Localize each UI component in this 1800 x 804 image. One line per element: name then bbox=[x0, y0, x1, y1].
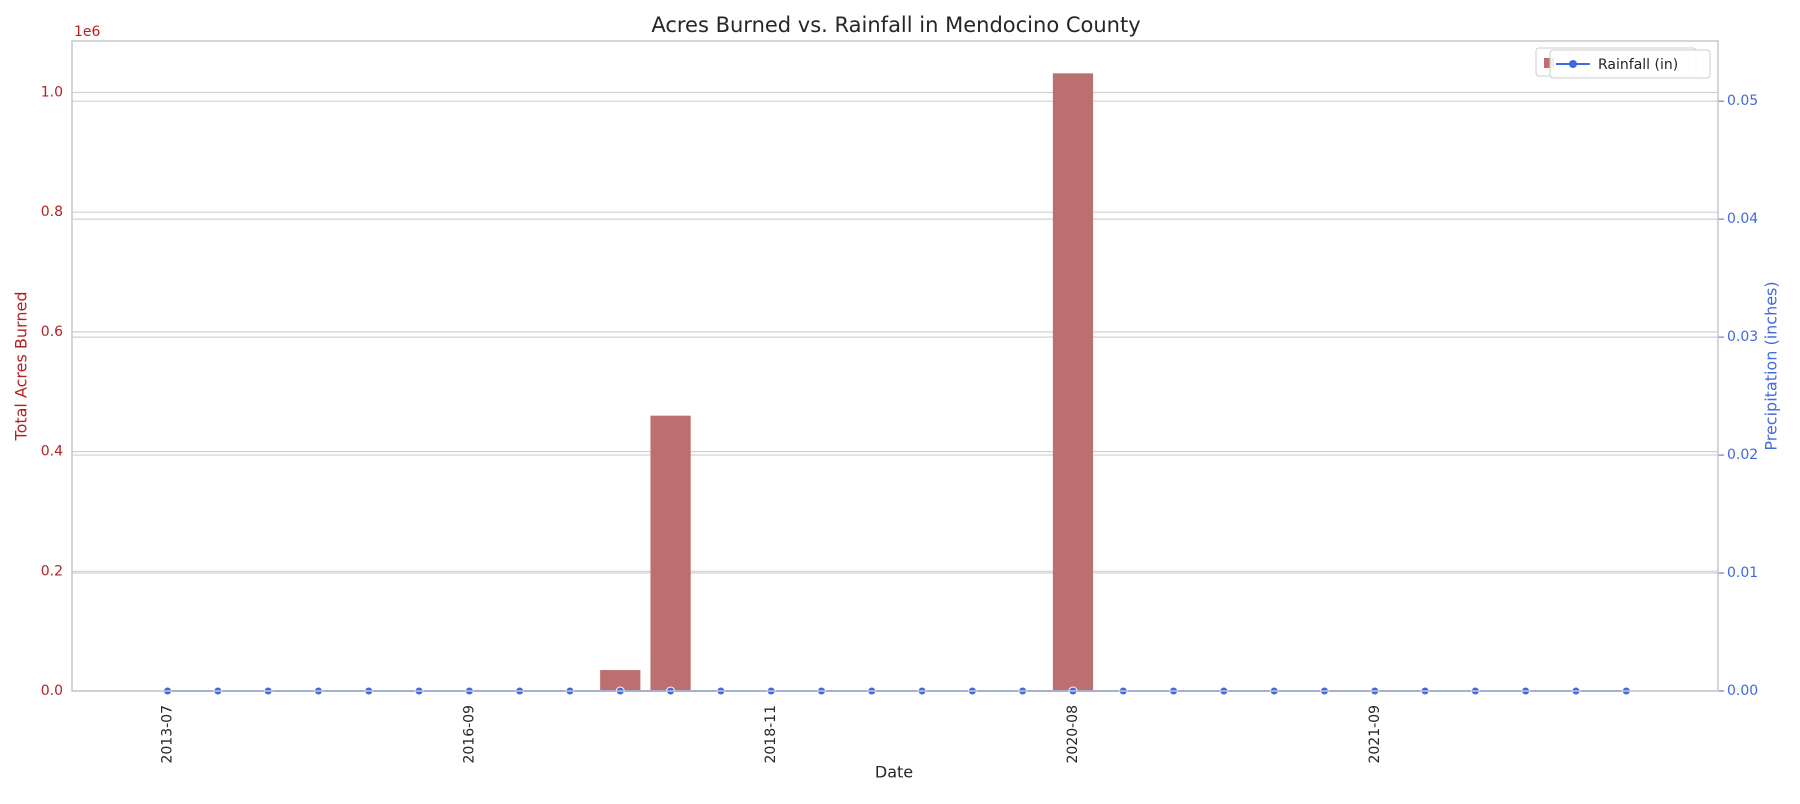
y2-tick-label: 0.03 bbox=[1727, 329, 1758, 345]
bar bbox=[600, 670, 641, 691]
legend-label: Rainfall (in) bbox=[1598, 57, 1678, 73]
y-axis-label: Total Acres Burned bbox=[12, 292, 31, 442]
x-tick-label: 2018-11 bbox=[763, 705, 779, 764]
y-tick-label: 0.8 bbox=[41, 204, 63, 220]
x-tick-label: 2020-08 bbox=[1065, 705, 1081, 764]
y2-tick-label: 0.05 bbox=[1727, 93, 1758, 109]
y-tick-label: 0.0 bbox=[41, 683, 63, 699]
x-tick-label: 2021-09 bbox=[1367, 705, 1383, 764]
y-offset-label: 1e6 bbox=[74, 24, 101, 40]
y-tick-label: 1.0 bbox=[41, 84, 63, 100]
bar bbox=[1052, 73, 1094, 692]
x-tick-label: 2016-09 bbox=[461, 705, 477, 764]
legend-swatch bbox=[1544, 58, 1554, 68]
y2-tick-label: 0.01 bbox=[1727, 565, 1758, 581]
y2-tick-label: 0.00 bbox=[1727, 683, 1758, 699]
y2-axis-label: Precipitation (inches) bbox=[1762, 281, 1781, 450]
x-axis-label: Date bbox=[875, 763, 913, 782]
y-tick-label: 0.6 bbox=[41, 324, 63, 340]
plot-frame bbox=[71, 40, 1719, 692]
x-tick-label: 2013-07 bbox=[160, 705, 176, 764]
bar bbox=[650, 415, 691, 691]
y-tick-label: 0.4 bbox=[41, 444, 63, 460]
y2-tick-label: 0.02 bbox=[1727, 447, 1758, 463]
legend-box bbox=[1549, 49, 1711, 79]
y2-tick-label: 0.04 bbox=[1727, 211, 1758, 227]
chart-title: Acres Burned vs. Rainfall in Mendocino C… bbox=[651, 13, 1140, 37]
y-tick-label: 0.2 bbox=[41, 563, 63, 579]
legend-marker bbox=[1569, 60, 1577, 68]
